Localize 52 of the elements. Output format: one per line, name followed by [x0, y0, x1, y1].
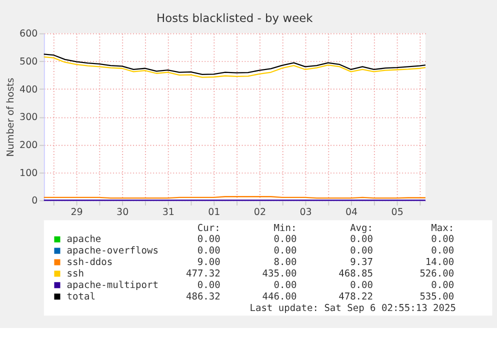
- x-tick-label: 03: [300, 207, 312, 218]
- legend-label: apache-multiport: [66, 280, 158, 292]
- x-tick-label: 01: [208, 207, 220, 218]
- text: 0.00: [431, 234, 454, 246]
- y-tick-label: 400: [20, 84, 38, 96]
- x-tick-label: 04: [345, 207, 358, 218]
- legend-label: apache: [66, 234, 102, 246]
- text: 486.32: [186, 291, 220, 302]
- text: 478.22: [338, 291, 373, 302]
- y-tick-label: 0: [32, 196, 38, 207]
- legend-label: ssh: [66, 268, 84, 280]
- text: 468.85: [338, 268, 373, 280]
- text: 0.00: [274, 234, 297, 246]
- text: 0.00: [197, 246, 221, 257]
- x-tick-label: 30: [116, 207, 129, 218]
- text: 9.37: [350, 257, 374, 268]
- text: Avg:: [350, 222, 373, 234]
- text: Last update: Sat Sep 6 02:55:13 2025: [250, 302, 456, 314]
- text: 0.00: [274, 246, 297, 257]
- chart-title: Hosts blacklisted - by week: [156, 10, 314, 25]
- text: 14.00: [425, 257, 454, 268]
- text: 526.00: [420, 268, 454, 280]
- x-tick-label: 31: [162, 207, 174, 218]
- legend-label: total: [66, 291, 96, 302]
- y-tick-label: 500: [20, 56, 38, 68]
- text: 446.00: [262, 291, 297, 302]
- text: 535.00: [420, 291, 454, 302]
- x-tick-label: 05: [391, 207, 404, 218]
- text: 9.00: [197, 257, 221, 268]
- text: 0.00: [350, 280, 374, 292]
- legend-label: ssh-ddos: [66, 257, 113, 268]
- y-axis-title: Number of hosts: [6, 78, 17, 157]
- text: 0.00: [350, 246, 374, 257]
- x-tick-label: 02: [254, 207, 266, 218]
- text: 8.00: [274, 257, 297, 268]
- text: 0.00: [350, 234, 374, 246]
- y-tick-label: 100: [20, 168, 38, 179]
- text: 477.32: [186, 268, 220, 280]
- text: 0.00: [431, 280, 454, 292]
- text: Cur:: [197, 222, 220, 234]
- text: 0.00: [197, 280, 221, 292]
- text: 0.00: [197, 234, 221, 246]
- y-tick-label: 600: [20, 28, 38, 40]
- y-tick-label: 300: [20, 112, 38, 124]
- text: 0.00: [274, 280, 297, 292]
- y-tick-label: 200: [20, 140, 38, 151]
- text: Min:: [274, 222, 297, 234]
- text: 435.00: [262, 268, 297, 280]
- text: 0.00: [431, 246, 454, 257]
- x-tick-label: 29: [70, 207, 83, 218]
- legend-label: apache-overflows: [66, 246, 158, 257]
- text: Max:: [431, 222, 454, 234]
